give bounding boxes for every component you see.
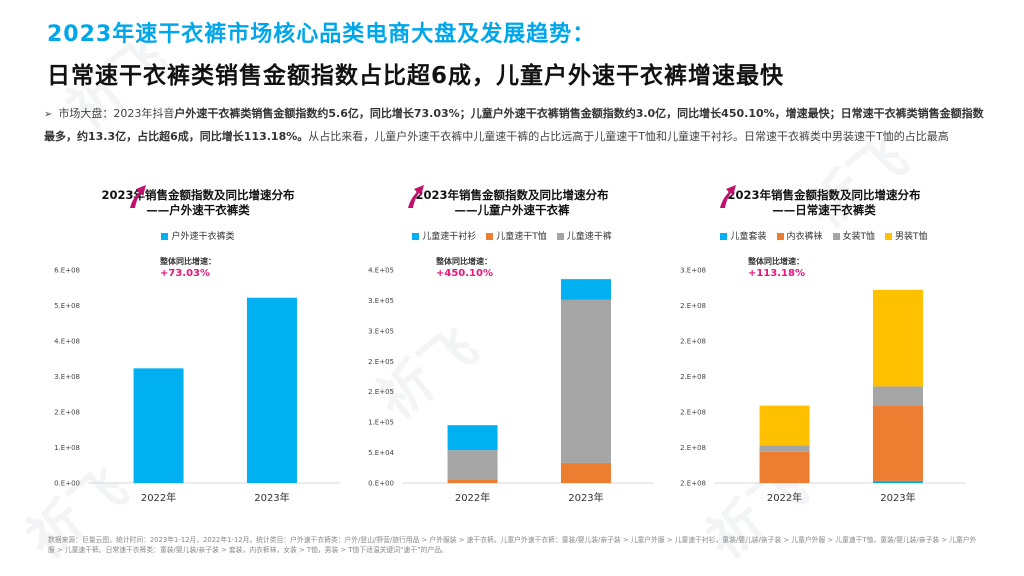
chart-outdoor-quickdry: 2023年销售金额指数及同比增速分布 ——户外速干衣裤类 户外速干衣裤类 整体同… <box>40 182 356 512</box>
footnote: 数据来源：巨量云图，统计时间：2023年1-12月，2022年1-12月。统计类… <box>48 536 977 554</box>
y-tick-label: 3.E+08 <box>680 267 706 275</box>
legend-swatch <box>556 233 564 240</box>
y-tick-label: 2.E+08 <box>680 302 706 310</box>
legend-label: 户外速干衣裤类 <box>171 232 235 242</box>
y-tick-label: 0.E+00 <box>54 480 80 488</box>
legend-swatch <box>161 233 169 240</box>
legend-label: 女装T恤 <box>842 232 876 242</box>
legend-label: 男装T恤 <box>895 232 928 242</box>
bar-儿童速干T恤 <box>447 479 498 483</box>
legend-swatch <box>885 233 893 240</box>
legend-item: 户外速干衣裤类 <box>161 229 235 242</box>
page-subtitle: 日常速干衣裤类销售金额指数占比超6成，儿童户外速干衣裤增速最快 <box>47 63 785 89</box>
chart-title-line2: ——户外速干衣裤类 <box>146 203 250 217</box>
x-tick-label: 2023年 <box>254 491 289 504</box>
y-tick-label: 2.E+08 <box>680 373 706 381</box>
x-tick-label: 2023年 <box>568 491 603 504</box>
bar-男装T恤 <box>759 405 810 446</box>
chart-title-line1: 2023年销售金额指数及同比增速分布 <box>415 188 609 202</box>
bar-儿童速干T恤 <box>560 462 611 483</box>
y-tick-label: 3.E+05 <box>368 327 394 335</box>
x-tick-label: 2022年 <box>767 491 802 504</box>
legend-label: 儿童速干T恤 <box>496 232 547 242</box>
growth-value: +450.10% <box>436 268 493 279</box>
bar-内衣裤袜 <box>759 451 810 483</box>
description-text-2: 从占比来看，儿童户外速干衣裤中儿童速干裤的占比远高于儿童速干T恤和儿童速干衬衫。… <box>308 130 949 143</box>
chart-legend: 户外速干衣裤类 <box>40 229 356 242</box>
y-tick-label: 2.E+05 <box>368 388 394 396</box>
bar-女装T恤 <box>759 445 810 452</box>
y-tick-label: 5.E+04 <box>368 449 394 457</box>
growth-label: 整体同比增速： +450.10% <box>436 257 493 279</box>
chart-title-line2: ——日常速干衣裤类 <box>772 203 876 217</box>
legend-label: 儿童套装 <box>730 232 767 242</box>
chart-kids-outdoor-quickdry: 2023年销售金额指数及同比增速分布 ——儿童户外速干衣裤 儿童速干衬衫 儿童速干… <box>354 182 670 512</box>
legend-item: 儿童套装 <box>720 229 767 242</box>
x-tick-label: 2022年 <box>141 491 176 504</box>
bar-儿童速干衬衫 <box>447 425 498 451</box>
bar-女装T恤 <box>872 386 923 406</box>
legend-swatch <box>720 233 728 240</box>
chart-plot: 2.E+08 2.E+08 2.E+08 2.E+08 2.E+08 2.E+08 3.E+… <box>680 267 966 504</box>
y-tick-label: 2.E+08 <box>54 409 80 417</box>
bar-内衣裤袜 <box>872 405 923 481</box>
bar-男装T恤 <box>872 289 923 387</box>
chart-title-line1: 2023年销售金额指数及同比增速分布 <box>727 188 921 202</box>
y-tick-label: 4.E+08 <box>54 338 80 346</box>
legend-label: 儿童速干裤 <box>566 232 612 242</box>
legend-swatch <box>486 233 494 240</box>
y-tick-label: 4.E+05 <box>368 267 394 275</box>
growth-label: 整体同比增速： +113.18% <box>748 257 805 279</box>
chart-legend: 儿童套装 内衣裤袜 女装T恤 男装T恤 <box>666 229 982 242</box>
bar-户外速干衣裤类 <box>246 297 297 483</box>
bar-儿童套装 <box>872 480 923 483</box>
legend-label: 内衣裤袜 <box>786 232 823 242</box>
bullet-arrow-icon: ➢ <box>44 109 53 120</box>
growth-value: +73.03% <box>160 268 211 279</box>
growth-arrow-icon <box>408 185 424 208</box>
legend-item: 儿童速干裤 <box>556 229 612 242</box>
y-tick-label: 3.E+05 <box>368 297 394 305</box>
bar-儿童速干裤 <box>560 299 611 463</box>
chart-title-line2: ——儿童户外速干衣裤 <box>454 203 570 217</box>
growth-arrow-icon <box>720 185 736 208</box>
legend-label: 儿童速干衬衫 <box>422 232 477 242</box>
chart-daily-quickdry: 2023年销售金额指数及同比增速分布 ——日常速干衣裤类 儿童套装 内衣裤袜 女装T… <box>666 182 982 512</box>
y-tick-label: 2.E+08 <box>680 409 706 417</box>
growth-value: +113.18% <box>748 268 805 279</box>
x-tick-label: 2023年 <box>880 491 915 504</box>
legend-item: 女装T恤 <box>832 229 876 242</box>
y-tick-label: 2.E+08 <box>680 338 706 346</box>
legend-item: 儿童速干T恤 <box>486 229 547 242</box>
chart-legend: 儿童速干衬衫 儿童速干T恤 儿童速干裤 <box>354 229 670 242</box>
y-tick-label: 5.E+08 <box>54 302 80 310</box>
y-tick-label: 2.E+08 <box>680 444 706 452</box>
description-text-1: 市场大盘：2023年抖音 <box>58 107 175 120</box>
y-tick-label: 1.E+05 <box>368 419 394 427</box>
legend-swatch <box>412 233 420 240</box>
bar-户外速干衣裤类 <box>133 368 184 483</box>
growth-label: 整体同比增速： +73.03% <box>160 257 216 279</box>
page-title: 2023年速干衣裤市场核心品类电商大盘及发展趋势： <box>47 22 596 47</box>
y-tick-label: 2.E+05 <box>368 358 394 366</box>
legend-swatch <box>832 233 840 240</box>
y-tick-label: 6.E+08 <box>54 267 80 275</box>
y-tick-label: 2.E+08 <box>680 480 706 488</box>
legend-item: 男装T恤 <box>885 229 928 242</box>
description-highlight: 户外速干衣裤类销售金额指数约5.6亿，同比增长73.03%；儿童户外速干衣裤销售… <box>44 107 984 143</box>
legend-swatch <box>776 233 784 240</box>
legend-item: 内衣裤袜 <box>776 229 823 242</box>
y-tick-label: 0.E+00 <box>368 480 394 488</box>
chart-title-line1: 2023年销售金额指数及同比增速分布 <box>101 188 295 202</box>
market-description: ➢ 市场大盘：2023年抖音户外速干衣裤类销售金额指数约5.6亿，同比增长73.0… <box>44 103 989 148</box>
chart-plot: 0.E+00 5.E+04 1.E+05 2.E+05 2.E+05 3.E+05 3.E+… <box>368 267 654 504</box>
y-tick-label: 3.E+08 <box>54 373 80 381</box>
bar-儿童速干裤 <box>447 450 498 480</box>
growth-arrow-icon <box>130 185 146 208</box>
bar-儿童速干衬衫 <box>560 279 611 300</box>
legend-item: 儿童速干衬衫 <box>412 229 476 242</box>
chart-plot: 0.E+00 1.E+08 2.E+08 3.E+08 4.E+08 5.E+08 6.E+… <box>54 267 340 504</box>
x-tick-label: 2022年 <box>455 491 490 504</box>
y-tick-label: 1.E+08 <box>54 444 80 452</box>
